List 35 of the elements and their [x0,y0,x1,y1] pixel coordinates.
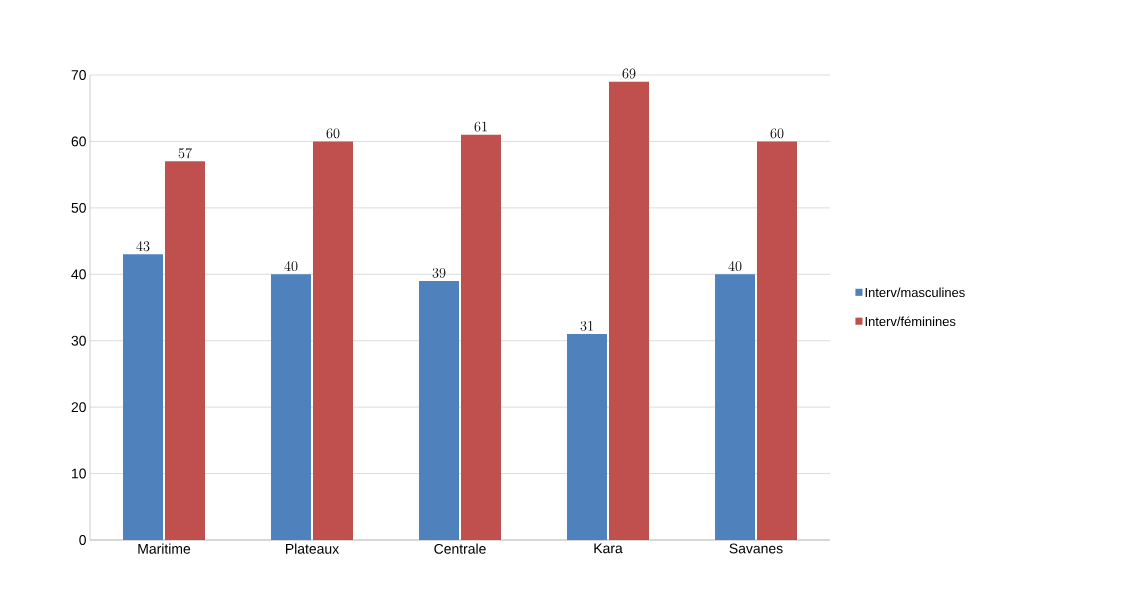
x-tick-label: Kara [594,543,623,554]
y-tick-label: 60 [71,136,86,147]
x-tick-label: Maritime [138,543,191,554]
x-tick-label: Centrale [434,543,486,554]
y-tick-label: 10 [72,468,86,479]
bar [123,254,163,540]
data-label: 69 [622,68,636,79]
y-tick-label: 30 [71,335,86,346]
y-tick-label: 50 [71,202,86,213]
bar [757,141,797,540]
data-label: 31 [580,321,593,331]
data-label: 43 [136,241,150,252]
legend-label: Interv/féminines [865,316,956,327]
y-tick-label: 0 [79,535,86,545]
legend-label: Interv/masculines [865,287,965,298]
bar [715,274,756,540]
bar [419,280,460,540]
data-label: 60 [770,128,784,139]
data-label: 61 [474,121,487,132]
bar [313,141,353,540]
y-tick-label: 20 [71,402,86,413]
bar [461,134,501,540]
x-tick-label: Plateaux [286,543,339,554]
bar [271,274,312,540]
x-tick-label: Savanes [729,543,783,554]
data-label: 60 [326,128,340,139]
data-label: 40 [284,261,298,272]
bar [567,334,608,540]
bar [609,81,649,540]
y-tick-label: 70 [71,70,86,80]
bar [165,161,205,540]
y-tick-label: 40 [71,269,86,280]
data-label: 39 [432,267,446,278]
data-label: 40 [728,261,742,272]
data-label: 57 [178,148,192,159]
